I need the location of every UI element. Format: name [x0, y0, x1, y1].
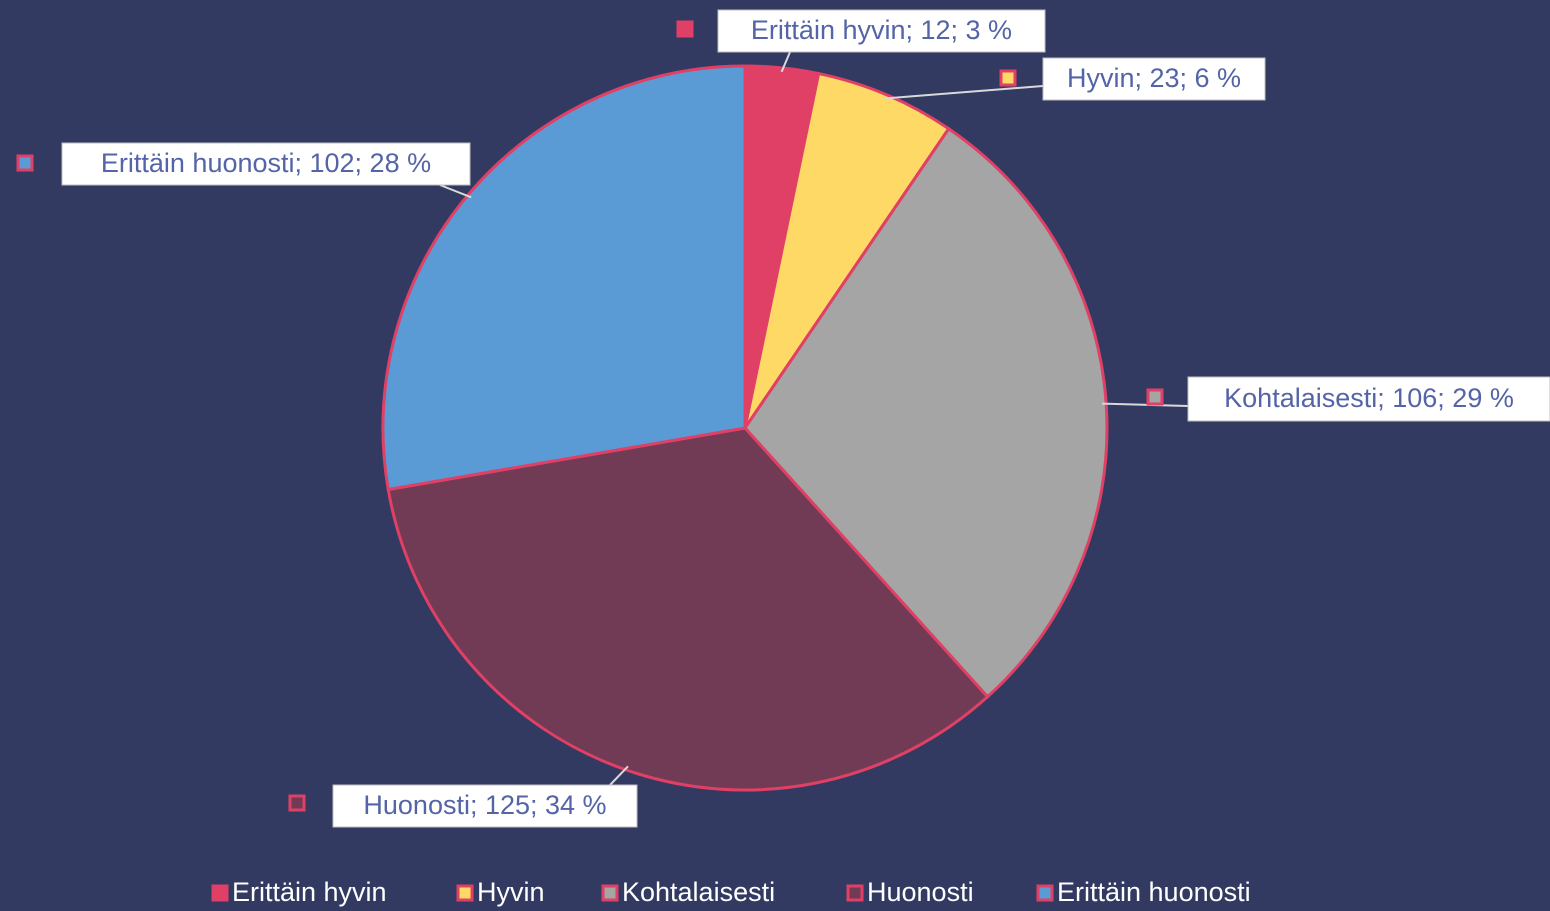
slice — [743, 71, 951, 429]
legend-marker — [601, 884, 619, 902]
label-marker — [676, 20, 694, 38]
data-label: Erittäin huonosti; 102; 28 % — [101, 148, 431, 178]
data-label: Hyvin; 23; 6 % — [1067, 63, 1241, 93]
legend: Erittäin hyvin Hyvin Kohtalaisesti Huonosti… — [211, 877, 1251, 907]
leader-line — [609, 765, 629, 786]
data-label: Huonosti; 125; 34 % — [363, 790, 606, 820]
legend-marker — [846, 884, 864, 902]
data-labels: Erittäin hyvin; 12; 3 % Hyvin; 23; 6 % Koh… — [16, 9, 1550, 828]
slice — [381, 64, 747, 492]
legend-label: Erittäin huonosti — [1057, 877, 1251, 907]
legend-marker — [211, 884, 229, 902]
data-label: Kohtalaisesti; 106; 29 % — [1224, 383, 1514, 413]
label-box — [1042, 57, 1266, 101]
label-box — [717, 9, 1046, 53]
legend-marker — [1036, 884, 1054, 902]
label-marker — [999, 69, 1017, 87]
label-marker — [288, 794, 306, 812]
legend-label: Erittäin hyvin — [232, 877, 387, 907]
legend-label: Huonosti — [867, 877, 974, 907]
legend-marker — [456, 884, 474, 902]
label-box — [1187, 376, 1550, 422]
data-label: Erittäin hyvin; 12; 3 % — [751, 15, 1012, 45]
label-marker — [1146, 388, 1164, 406]
leader-line — [884, 85, 1044, 100]
label-box — [61, 142, 471, 186]
pie — [381, 64, 1109, 792]
legend-label: Kohtalaisesti — [622, 877, 775, 907]
leader-line — [780, 51, 791, 73]
legend-label: Hyvin — [477, 877, 545, 907]
leader-line — [1102, 402, 1189, 407]
slice — [386, 426, 990, 792]
label-marker — [16, 154, 34, 172]
label-box — [332, 784, 638, 828]
leader-line — [439, 184, 472, 199]
